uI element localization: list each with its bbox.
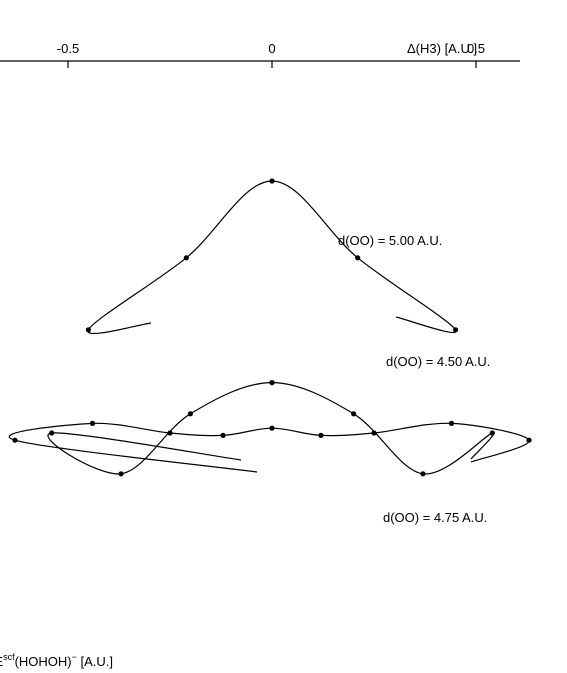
series-label: d(OO) = 4.75 A.U. bbox=[383, 510, 487, 525]
data-point bbox=[448, 420, 455, 426]
x-tick-label: -0.5 bbox=[57, 41, 79, 56]
series-label: d(OO) = 4.50 A.U. bbox=[386, 354, 490, 369]
series-label: d(OO) = 5.00 A.U. bbox=[338, 233, 442, 248]
data-point bbox=[12, 437, 18, 443]
data-point bbox=[118, 471, 124, 477]
data-point bbox=[220, 432, 226, 438]
x-tick-label: 0.5 bbox=[467, 41, 485, 56]
data-point bbox=[318, 432, 324, 438]
data-point bbox=[269, 380, 275, 386]
data-point bbox=[187, 411, 193, 417]
data-point bbox=[167, 430, 173, 436]
data-point bbox=[269, 425, 275, 431]
data-point bbox=[269, 178, 275, 184]
data-point bbox=[89, 420, 96, 426]
x-tick-label: 0 bbox=[268, 41, 275, 56]
labels: -0.500.5-151.480-151.490-151.500Δ(H3) [A… bbox=[0, 41, 490, 669]
series-line bbox=[8, 422, 530, 473]
x-axis-title: Δ(H3) [A.U.] bbox=[407, 41, 477, 56]
data-point bbox=[526, 437, 532, 443]
data-point bbox=[49, 430, 55, 436]
data-point bbox=[183, 255, 189, 261]
data-point bbox=[453, 327, 459, 333]
data-points bbox=[12, 178, 532, 477]
data-point bbox=[371, 430, 377, 436]
data-point bbox=[420, 471, 426, 477]
data-point bbox=[355, 255, 361, 261]
y-axis-title: Escf(HOHOH)− [A.U.] bbox=[0, 652, 113, 669]
series-line bbox=[87, 180, 457, 334]
data-point bbox=[351, 411, 357, 417]
axes bbox=[0, 60, 520, 68]
data-point bbox=[489, 430, 495, 436]
data-point bbox=[85, 327, 91, 333]
